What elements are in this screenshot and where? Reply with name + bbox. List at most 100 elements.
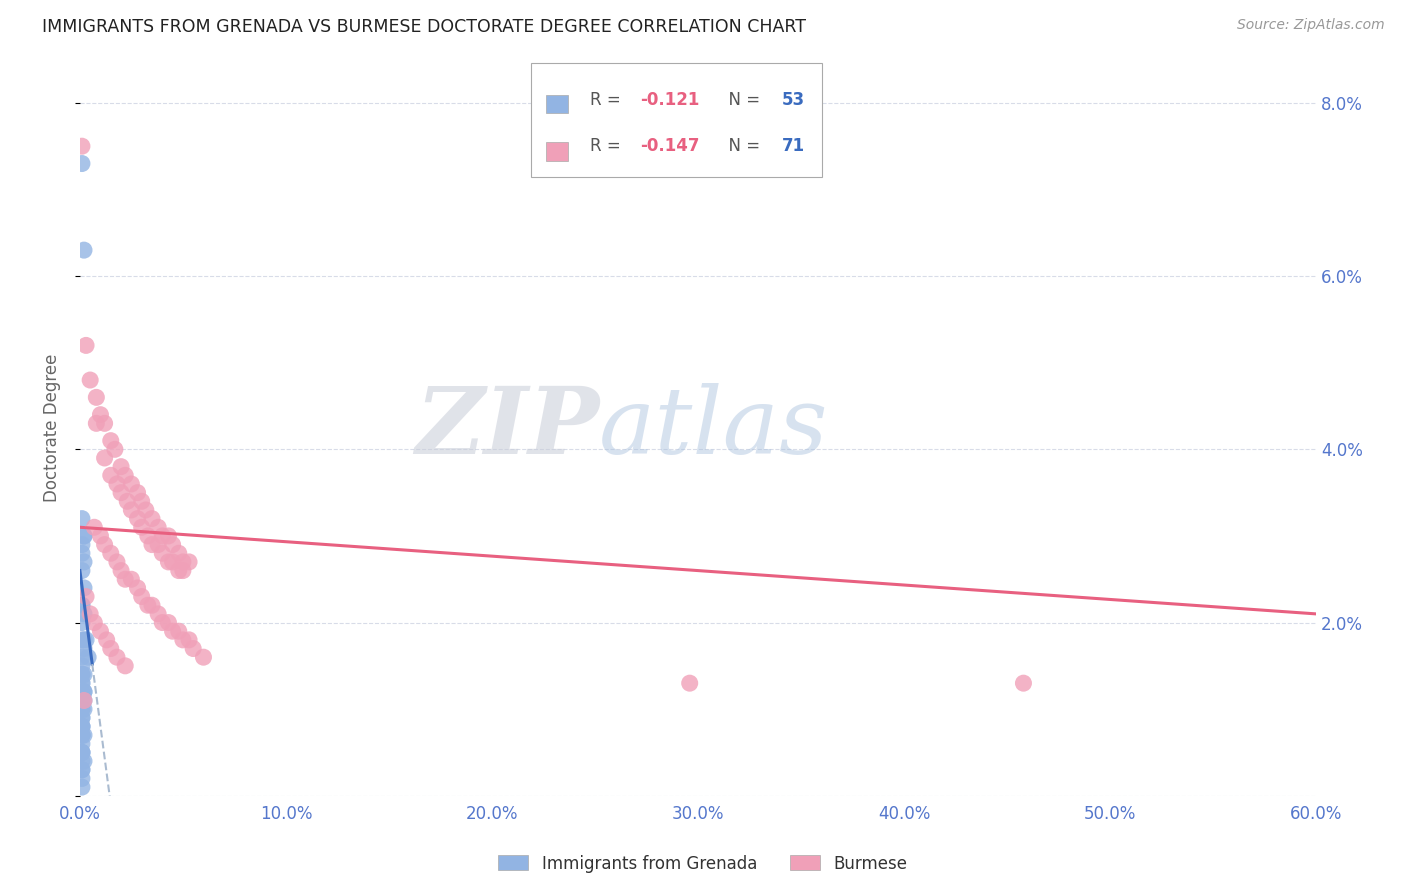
Text: 71: 71 [782, 137, 806, 155]
Point [73, 702, 96, 716]
Point [131, 590, 153, 604]
Text: -0.147: -0.147 [640, 137, 699, 155]
Point [110, 485, 132, 500]
Point [141, 538, 163, 552]
Point [70, 711, 93, 725]
Point [70, 676, 93, 690]
Point [73, 555, 96, 569]
Point [86, 417, 108, 431]
Text: N =: N = [717, 137, 765, 155]
Point [167, 564, 190, 578]
Point [110, 459, 132, 474]
Point [73, 641, 96, 656]
Point [157, 529, 180, 543]
Point [73, 607, 96, 621]
Point [120, 477, 142, 491]
Point [167, 546, 190, 560]
Point [73, 685, 96, 699]
Point [73, 754, 96, 768]
Point [89, 529, 111, 543]
Point [150, 529, 173, 543]
Point [70, 737, 93, 751]
Point [70, 746, 93, 760]
Point [73, 693, 96, 707]
Point [86, 390, 108, 404]
Point [110, 564, 132, 578]
Point [70, 685, 93, 699]
Point [146, 520, 169, 534]
Point [120, 572, 142, 586]
Point [114, 468, 136, 483]
Point [70, 728, 93, 742]
Point [73, 685, 96, 699]
Point [162, 538, 184, 552]
Point [70, 546, 93, 560]
Point [70, 780, 93, 794]
Point [117, 494, 139, 508]
Point [73, 632, 96, 647]
Text: R =: R = [591, 91, 627, 109]
FancyBboxPatch shape [531, 63, 821, 178]
Point [70, 763, 93, 777]
Point [73, 243, 96, 257]
Point [100, 641, 122, 656]
Text: atlas: atlas [599, 383, 828, 473]
Point [70, 772, 93, 786]
Y-axis label: Doctorate Degree: Doctorate Degree [44, 353, 60, 502]
Point [93, 417, 115, 431]
Point [73, 728, 96, 742]
Point [70, 156, 93, 170]
Point [157, 555, 180, 569]
Point [70, 746, 93, 760]
Point [70, 564, 93, 578]
FancyBboxPatch shape [546, 143, 568, 161]
Text: -0.121: -0.121 [640, 91, 699, 109]
Point [150, 546, 173, 560]
Point [70, 511, 93, 525]
Text: N =: N = [717, 91, 765, 109]
Point [193, 650, 215, 665]
Point [162, 555, 184, 569]
Point [177, 632, 200, 647]
Point [70, 719, 93, 733]
Point [89, 624, 111, 639]
Point [70, 676, 93, 690]
Point [70, 719, 93, 733]
Point [73, 529, 96, 543]
Point [89, 408, 111, 422]
Point [70, 719, 93, 733]
Point [136, 599, 159, 613]
FancyBboxPatch shape [546, 95, 568, 113]
Point [96, 632, 118, 647]
Point [150, 615, 173, 630]
Point [135, 503, 157, 517]
Point [100, 546, 122, 560]
Point [70, 754, 93, 768]
Point [104, 442, 127, 457]
Text: ZIP: ZIP [415, 383, 599, 473]
Point [70, 599, 93, 613]
Point [83, 615, 105, 630]
Point [70, 693, 93, 707]
Point [177, 555, 200, 569]
Point [70, 632, 93, 647]
Point [146, 607, 169, 621]
Point [162, 624, 184, 639]
Text: 53: 53 [782, 91, 806, 109]
Point [70, 538, 93, 552]
Point [70, 763, 93, 777]
Point [146, 538, 169, 552]
Point [679, 676, 702, 690]
Point [70, 139, 93, 153]
Point [70, 746, 93, 760]
Point [127, 511, 149, 525]
Point [73, 581, 96, 595]
Legend: Immigrants from Grenada, Burmese: Immigrants from Grenada, Burmese [492, 848, 914, 880]
Point [93, 538, 115, 552]
Point [181, 641, 204, 656]
Point [120, 503, 142, 517]
Point [127, 485, 149, 500]
Point [70, 599, 93, 613]
Point [79, 373, 101, 387]
Point [131, 520, 153, 534]
